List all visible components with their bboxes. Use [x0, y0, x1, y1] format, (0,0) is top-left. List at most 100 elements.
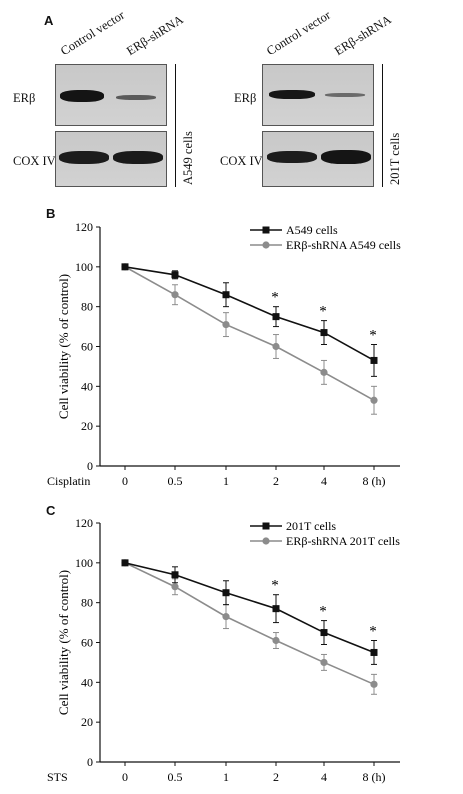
chart-b-series-line [124, 266, 375, 362]
band-erb-control-left [60, 90, 104, 102]
chart-c-ytick-label: 80 [81, 596, 93, 610]
chart-b-series-0 [121, 263, 378, 377]
panel-b-letter: B [46, 206, 56, 221]
chart-b-ytick-label: 100 [75, 260, 93, 274]
chart-c-data-point [370, 680, 378, 688]
chart-b-significance-star: * [271, 290, 279, 306]
chart-b-ytick-label: 80 [81, 300, 93, 314]
chart-b-xtick-label: 1 [223, 474, 229, 488]
chart-b-ytick-label: 20 [81, 419, 93, 433]
blot-cox-left [55, 131, 167, 187]
chart-c-legend-marker [262, 522, 270, 530]
band-cox-shrna-right [321, 150, 371, 164]
panel-a-letter: A [44, 13, 54, 28]
chart-b-data-point [370, 356, 378, 364]
row-label-cox-left: COX IV [13, 154, 56, 168]
row-label-cox-right: COX IV [220, 154, 263, 168]
chart-b-plot: 0 20 40 60 80 100 120 0 0.5 1 2 4 8 (h) Cisplatin Cell… [47, 220, 401, 488]
chart-c-series-0 [121, 559, 378, 665]
chart-c-data-point [320, 629, 328, 637]
chart-b-legend-marker [262, 241, 270, 249]
chart-b-series-line [124, 266, 375, 401]
bracket-right [382, 64, 383, 187]
chart-b-xtick-label: 4 [321, 474, 327, 488]
chart-c-data-point [171, 583, 179, 591]
chart-c-data-point [222, 613, 230, 621]
row-label-erb-left: ERβ [13, 91, 36, 105]
chart-b-ytick-label: 40 [81, 379, 93, 393]
chart-b-data-point [320, 368, 328, 376]
chart-b-data-point [121, 263, 129, 271]
chart-c-legend-label: ERβ-shRNA 201T cells [286, 534, 400, 548]
chart-c-xtick-label: 0.5 [168, 770, 183, 784]
chart-c-significance-star: * [369, 624, 377, 640]
chart-b-data-point [272, 342, 280, 351]
band-cox-shrna-left [113, 151, 163, 164]
chart-c-ytick-label: 100 [75, 556, 93, 570]
chart-c-data-point [272, 636, 280, 645]
chart-c-ytick-label: 0 [87, 755, 93, 769]
lane-label-control-right: Control vector [264, 7, 334, 59]
chart-b-legend-label: A549 cells [286, 223, 338, 237]
chart-b-data-point [171, 291, 179, 299]
chart-c-ytick-label: 40 [81, 675, 93, 689]
lane-label-shrna-left: ERβ-shRNA [124, 12, 186, 59]
chart-c: 0 20 40 60 80 100 120 0 0.5 1 2 4 8 (h) STS Cell viabi… [47, 516, 400, 784]
panel-c-letter: C [46, 503, 56, 518]
chart-b-data-point [222, 320, 230, 329]
chart-b-legend-label: ERβ-shRNA A549 cells [286, 238, 401, 252]
chart-c-data-point [320, 658, 328, 667]
blot-erb-left [55, 64, 167, 126]
chart-c-xtick-label: 2 [273, 770, 279, 784]
chart-c-ylabel: Cell viability (% of control) [56, 570, 71, 715]
chart-b-legend-marker [262, 226, 270, 234]
chart-c-significance-star: * [271, 578, 279, 594]
chart-c-significance-star: * [319, 604, 327, 620]
chart-c-data-point [121, 559, 129, 567]
chart-c-ytick-label: 120 [75, 516, 93, 530]
chart-b-data-point [171, 271, 179, 279]
chart-b-significance-star: * [319, 304, 327, 320]
chart-b-ytick-label: 120 [75, 220, 93, 234]
chart-c-data-point [272, 605, 280, 613]
blot-erb-right [262, 64, 374, 126]
chart-b-treatment-label: Cisplatin [47, 474, 90, 488]
cells-label-201t: 201T cells [388, 132, 402, 185]
chart-b-data-point [370, 396, 378, 404]
chart-c-plot: 0 20 40 60 80 100 120 0 0.5 1 2 4 8 (h) STS Cell viabi… [47, 516, 400, 784]
chart-b: 0 20 40 60 80 100 120 0 0.5 1 2 4 8 (h) Cisplatin Cell… [47, 220, 401, 488]
chart-c-series-line [124, 562, 375, 654]
band-cox-control-left [59, 151, 109, 164]
band-erb-shrna-right [325, 93, 365, 97]
chart-c-treatment-label: STS [47, 770, 68, 784]
chart-c-xtick-label: 0 [122, 770, 128, 784]
chart-b-significance-star: * [369, 328, 377, 344]
chart-c-xtick-label: 1 [223, 770, 229, 784]
chart-b-ytick-label: 60 [81, 340, 93, 354]
chart-b-series-1 [121, 263, 378, 415]
chart-c-series-line [124, 562, 375, 686]
chart-c-legend-marker [262, 537, 270, 545]
band-erb-shrna-left [116, 95, 156, 100]
chart-b-data-point [272, 313, 280, 321]
chart-c-data-point [370, 648, 378, 656]
bracket-left [175, 64, 176, 187]
chart-b-xtick-label: 0 [122, 474, 128, 488]
band-erb-control-right [269, 90, 315, 99]
chart-c-series-1 [121, 559, 378, 695]
chart-b-xtick-label: 2 [273, 474, 279, 488]
chart-c-xtick-label: 4 [321, 770, 327, 784]
chart-c-xtick-label: 8 (h) [363, 770, 386, 784]
band-cox-control-right [267, 151, 317, 163]
row-label-erb-right: ERβ [234, 91, 257, 105]
chart-c-ytick-label: 20 [81, 715, 93, 729]
chart-b-ylabel: Cell viability (% of control) [56, 274, 71, 419]
chart-c-data-point [171, 571, 179, 579]
chart-b-data-point [222, 291, 230, 299]
chart-c-data-point [222, 589, 230, 597]
lane-label-control-left: Control vector [58, 7, 128, 59]
chart-c-legend-label: 201T cells [286, 519, 336, 533]
